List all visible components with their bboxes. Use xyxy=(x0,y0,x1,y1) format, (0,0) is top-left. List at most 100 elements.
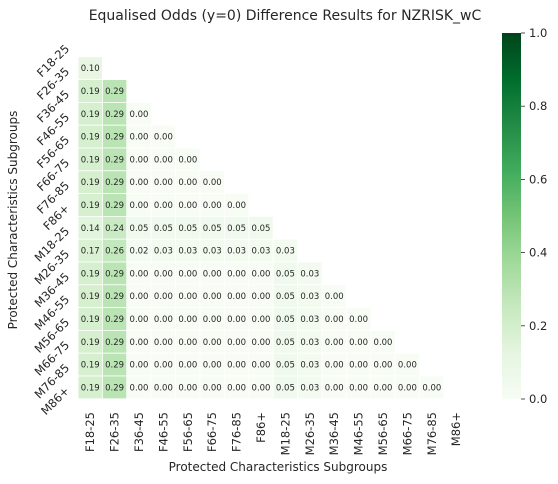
cell-value-label: 0.03 xyxy=(300,338,319,348)
cell-value-label: 0.00 xyxy=(154,178,173,188)
colorbar-tick-label: 0.2 xyxy=(529,319,547,333)
cell-value-label: 0.00 xyxy=(398,383,417,393)
cell-value-label: 0.00 xyxy=(349,338,368,348)
heatmap-cells: 0.10 0.19 0.29 0.19 0.29 0.00 0.19 0.29 0.00 0.00… xyxy=(77,56,445,400)
cell-value-label: 0.19 xyxy=(81,87,100,97)
cell-value-label: 0.00 xyxy=(154,315,173,325)
cell-value-label: 0.00 xyxy=(178,338,197,348)
x-tick-label: F18-25 xyxy=(83,412,97,452)
cell-value-label: 0.19 xyxy=(81,155,100,165)
cell-value-label: 0.00 xyxy=(130,110,149,120)
cell-value-label: 0.00 xyxy=(252,315,271,325)
cell-value-label: 0.19 xyxy=(81,269,100,279)
cell-value-label: 0.00 xyxy=(325,338,344,348)
colorbar xyxy=(502,33,521,399)
cell-value-label: 0.00 xyxy=(154,292,173,302)
cell-value-label: 0.02 xyxy=(130,247,149,257)
colorbar-tick-label: 0.0 xyxy=(529,392,547,406)
cell-value-label: 0.00 xyxy=(325,383,344,393)
cell-value-label: 0.00 xyxy=(227,361,246,371)
cell-value-label: 0.00 xyxy=(154,155,173,165)
y-axis-label: Protected Characteristics Subgroups xyxy=(6,111,20,330)
colorbar-tick-label: 0.8 xyxy=(529,99,547,113)
cell-value-label: 0.00 xyxy=(178,361,197,371)
x-tick-label: M26-35 xyxy=(303,412,317,455)
cell-value-label: 0.19 xyxy=(81,178,100,188)
cell-value-label: 0.19 xyxy=(81,292,100,302)
cell-value-label: 0.05 xyxy=(154,224,173,234)
x-tick-label: M36-45 xyxy=(327,412,341,455)
cell-value-label: 0.19 xyxy=(81,338,100,348)
cell-value-label: 0.05 xyxy=(276,269,295,279)
cell-value-label: 0.00 xyxy=(154,361,173,371)
cell-value-label: 0.03 xyxy=(227,247,246,257)
cell-value-label: 0.14 xyxy=(81,224,100,234)
cell-value-label: 0.00 xyxy=(349,315,368,325)
cell-value-label: 0.00 xyxy=(130,155,149,165)
cell-value-label: 0.00 xyxy=(227,201,246,211)
cell-value-label: 0.00 xyxy=(252,383,271,393)
cell-value-label: 0.00 xyxy=(178,292,197,302)
cell-value-label: 0.00 xyxy=(325,315,344,325)
cell-value-label: 0.05 xyxy=(178,224,197,234)
cell-value-label: 0.00 xyxy=(374,361,393,371)
cell-value-label: 0.00 xyxy=(130,315,149,325)
cell-value-label: 0.00 xyxy=(325,361,344,371)
cell-value-label: 0.00 xyxy=(374,338,393,348)
cell-value-label: 0.29 xyxy=(105,315,124,325)
cell-value-label: 0.00 xyxy=(252,292,271,302)
cell-value-label: 0.00 xyxy=(203,361,222,371)
x-tick-label: F36-45 xyxy=(132,412,146,452)
cell-value-label: 0.00 xyxy=(130,133,149,143)
cell-value-label: 0.00 xyxy=(227,269,246,279)
cell-value-label: 0.29 xyxy=(105,361,124,371)
x-tick-label: F46-55 xyxy=(156,412,170,452)
cell-value-label: 0.00 xyxy=(154,338,173,348)
cell-value-label: 0.00 xyxy=(178,178,197,188)
cell-value-label: 0.00 xyxy=(130,338,149,348)
x-tick-label: F26-35 xyxy=(108,412,122,452)
cell-value-label: 0.05 xyxy=(203,224,222,234)
cell-value-label: 0.05 xyxy=(276,315,295,325)
cell-value-label: 0.03 xyxy=(300,292,319,302)
cell-value-label: 0.00 xyxy=(252,269,271,279)
cell-value-label: 0.00 xyxy=(130,361,149,371)
cell-value-label: 0.00 xyxy=(203,201,222,211)
cell-value-label: 0.00 xyxy=(349,361,368,371)
cell-value-label: 0.00 xyxy=(154,201,173,211)
cell-value-label: 0.00 xyxy=(178,269,197,279)
x-axis-label: Protected Characteristics Subgroups xyxy=(169,460,388,474)
x-tick-label: M66-75 xyxy=(400,412,414,455)
colorbar-tick-label: 0.4 xyxy=(529,246,547,260)
cell-value-label: 0.00 xyxy=(154,269,173,279)
cell-value-label: 0.05 xyxy=(276,292,295,302)
cell-value-label: 0.00 xyxy=(178,155,197,165)
cell-value-label: 0.00 xyxy=(203,292,222,302)
chart-title: Equalised Odds (y=0) Difference Results … xyxy=(89,8,482,24)
cell-value-label: 0.19 xyxy=(81,201,100,211)
cell-value-label: 0.00 xyxy=(227,383,246,393)
cell-value-label: 0.00 xyxy=(349,383,368,393)
cell-value-label: 0.00 xyxy=(203,178,222,188)
cell-value-label: 0.29 xyxy=(105,383,124,393)
cell-value-label: 0.05 xyxy=(130,224,149,234)
cell-value-label: 0.00 xyxy=(422,383,441,393)
cell-value-label: 0.03 xyxy=(154,247,173,257)
cell-value-label: 0.00 xyxy=(227,292,246,302)
colorbar-tick-label: 1.0 xyxy=(529,26,547,40)
cell-value-label: 0.24 xyxy=(105,224,124,234)
cell-value-label: 0.00 xyxy=(203,338,222,348)
cell-value-label: 0.03 xyxy=(252,247,271,257)
cell-value-label: 0.00 xyxy=(130,269,149,279)
cell-value-label: 0.00 xyxy=(398,361,417,371)
cell-value-label: 0.29 xyxy=(105,201,124,211)
cell-value-label: 0.00 xyxy=(227,338,246,348)
cell-value-label: 0.29 xyxy=(105,178,124,188)
cell-value-label: 0.00 xyxy=(154,383,173,393)
heatmap-cell xyxy=(419,375,445,400)
cell-value-label: 0.05 xyxy=(276,338,295,348)
cell-value-label: 0.19 xyxy=(81,110,100,120)
cell-value-label: 0.00 xyxy=(252,338,271,348)
colorbar-tick-label: 0.6 xyxy=(529,172,547,186)
